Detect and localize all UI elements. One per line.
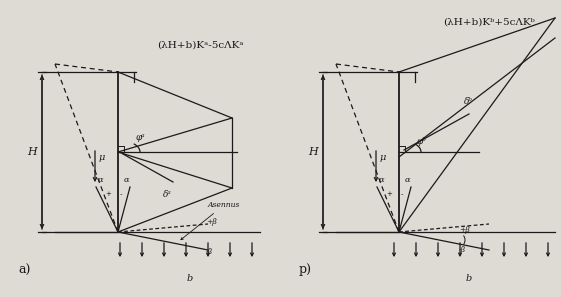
Text: α: α bbox=[123, 176, 129, 184]
Text: α: α bbox=[404, 176, 410, 184]
Text: δᵃ: δᵃ bbox=[163, 190, 172, 199]
Text: a): a) bbox=[18, 263, 30, 277]
Text: μ: μ bbox=[99, 153, 105, 162]
Text: p): p) bbox=[299, 263, 312, 277]
Text: φᵇ: φᵇ bbox=[417, 138, 427, 146]
Text: +β: +β bbox=[206, 218, 217, 226]
Text: H: H bbox=[308, 147, 318, 157]
Text: +: + bbox=[386, 191, 392, 197]
Text: φᵃ: φᵃ bbox=[136, 133, 146, 143]
Text: -: - bbox=[119, 191, 122, 197]
Text: +β: +β bbox=[459, 226, 470, 234]
Text: μ: μ bbox=[380, 153, 387, 162]
Text: α: α bbox=[97, 176, 103, 184]
Text: -β: -β bbox=[459, 246, 466, 254]
Text: -β: -β bbox=[206, 248, 213, 256]
Text: δᵇ: δᵇ bbox=[464, 97, 473, 106]
Text: (λH+b)Kᵇ+5cΛKᵇ: (λH+b)Kᵇ+5cΛKᵇ bbox=[443, 18, 535, 26]
Text: -: - bbox=[401, 191, 403, 197]
Text: b: b bbox=[187, 274, 193, 283]
Text: α: α bbox=[378, 176, 384, 184]
Text: +: + bbox=[105, 191, 111, 197]
Text: b: b bbox=[466, 274, 472, 283]
Text: H: H bbox=[27, 147, 37, 157]
Text: (λH+b)Kᵃ-5cΛKᵃ: (λH+b)Kᵃ-5cΛKᵃ bbox=[157, 40, 243, 50]
Text: Asennus: Asennus bbox=[181, 201, 240, 240]
